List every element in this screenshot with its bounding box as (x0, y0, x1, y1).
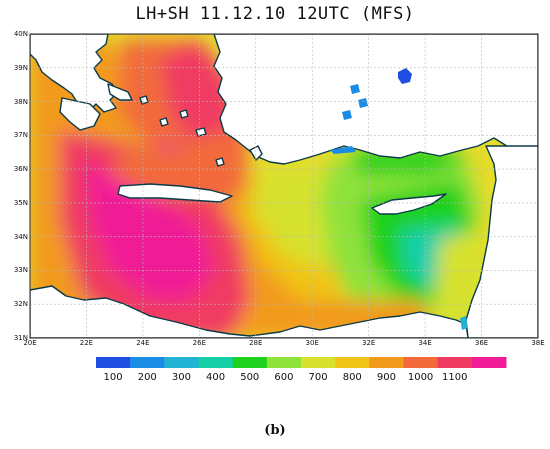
flux-band-1100 (85, 160, 215, 300)
lat-label: 36N (13, 165, 28, 174)
lat-label: 32N (13, 300, 28, 309)
grid-lines (30, 34, 538, 338)
lat-label: 39N (13, 63, 28, 72)
lat-label: 35N (13, 198, 28, 207)
land-crete (117, 183, 233, 203)
land-island-b (179, 109, 189, 119)
land (30, 34, 538, 338)
lat-label: 37N (13, 131, 28, 140)
lake-small-d (460, 316, 468, 330)
land-island-c (139, 95, 149, 105)
land-peloponnese (59, 97, 101, 131)
lat-label: 31N (13, 334, 28, 342)
lat-label: 34N (13, 232, 28, 241)
land-island-d (195, 127, 207, 137)
colorbar-swatch (130, 357, 165, 368)
colorbar-tick-label: 500 (240, 372, 260, 383)
map-frame (29, 33, 539, 339)
colorbar-tick-label: 200 (137, 372, 157, 383)
lat-label: 33N (13, 266, 28, 275)
land-rhodes (249, 145, 263, 161)
colorbar-swatch (335, 357, 370, 368)
colorbar-swatch (164, 357, 199, 368)
land-island-a (159, 117, 169, 127)
colorbar-swatch (403, 357, 439, 368)
colorbar-swatch (369, 357, 404, 368)
lake-small-b (358, 98, 368, 108)
colorbar-tick-label: 600 (274, 372, 294, 383)
colorbar-swatch (198, 357, 234, 368)
colorbar-tick-label: 100 (103, 372, 123, 383)
colorbar-tick-label: 300 (171, 372, 191, 383)
lon-label: 28E (249, 339, 263, 347)
colorbar-tick-label: 1100 (442, 372, 468, 383)
flux-band-aegean-hot (160, 40, 230, 140)
lake-small-a (350, 84, 360, 94)
lon-label: 30E (305, 339, 319, 347)
coast-cold-patch (330, 146, 356, 154)
panel-label: (b) (264, 423, 286, 438)
colorbar-tick-label: 400 (206, 372, 226, 383)
colorbar-swatch (437, 357, 473, 368)
land-euboea (107, 83, 133, 101)
lon-label: 26E (192, 339, 206, 347)
lon-label: 36E (474, 339, 489, 347)
colorbar-tick-label: 900 (376, 372, 396, 383)
lon-label: 24E (136, 339, 150, 347)
colorbar-swatch (232, 357, 268, 368)
land-island-e (215, 157, 225, 167)
colorbar-tick-label: 1000 (407, 372, 434, 383)
land-africa (30, 285, 469, 338)
lakes (330, 68, 468, 330)
land-cyprus (371, 193, 447, 215)
land-greece (30, 34, 119, 113)
lat-label: 38N (13, 97, 28, 106)
land-turkey (213, 34, 538, 165)
colorbar-swatch (96, 357, 131, 368)
lon-label: 34E (418, 339, 432, 347)
lon-label: 22E (79, 339, 94, 347)
lake-small-c (342, 110, 352, 120)
land-levant (465, 145, 538, 338)
flux-field (30, 40, 490, 338)
lake-van (398, 68, 412, 84)
lat-label: 40N (13, 30, 28, 38)
map-title: LH+SH 11.12.10 12UTC (MFS) (135, 4, 415, 24)
colorbar-swatch (301, 357, 336, 368)
lon-label: 38E (531, 339, 545, 347)
colorbar-swatch (266, 357, 302, 368)
colorbar-swatch (471, 357, 507, 368)
colorbar (96, 357, 507, 368)
colorbar-tick-label: 700 (308, 372, 328, 383)
colorbar-tick-label: 800 (342, 372, 362, 383)
lon-label: 20E (23, 339, 37, 347)
lon-label: 32E (361, 339, 376, 347)
